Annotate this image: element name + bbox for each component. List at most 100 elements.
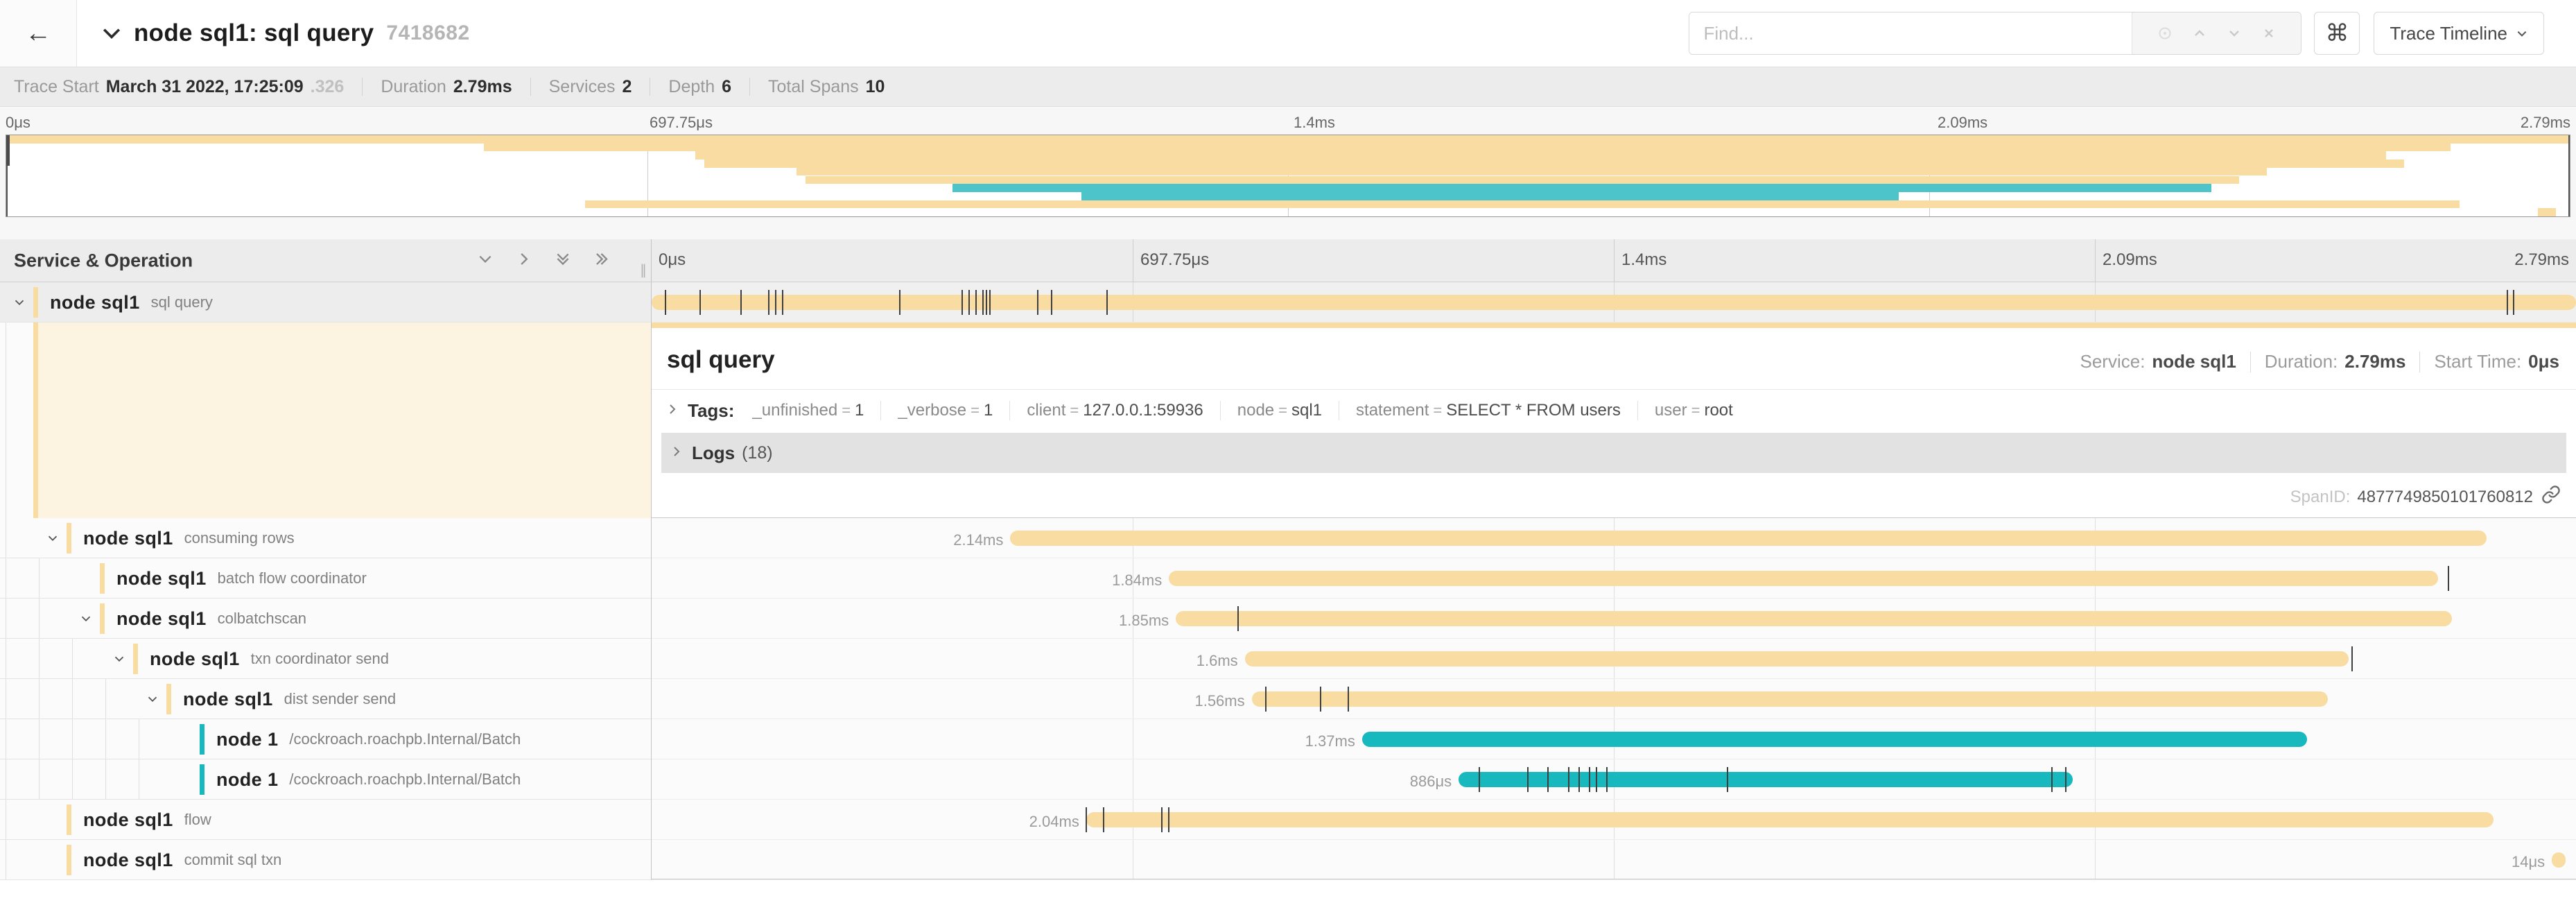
span-tree-row[interactable]: node sql1 colbatchscan [0, 599, 651, 639]
span-tree-row[interactable]: node sql1 flow [0, 800, 651, 840]
back-button[interactable]: ← [0, 0, 77, 67]
span-bar[interactable] [1176, 611, 2452, 626]
span-log-tick[interactable] [1264, 687, 1267, 712]
span-expander-icon[interactable] [45, 531, 60, 546]
span-log-tick[interactable] [775, 290, 777, 315]
span-timeline-row[interactable]: 1.84ms [652, 558, 2576, 599]
clear-search-icon[interactable] [2261, 25, 2277, 42]
collapse-trace-icon[interactable] [102, 27, 121, 40]
span-log-tick[interactable] [1568, 767, 1570, 792]
tags-row[interactable]: Tags: _unfinished = 1 _verbose = 1 client = 127.… [652, 390, 2576, 431]
span-log-tick[interactable] [1051, 290, 1053, 315]
span-log-tick[interactable] [1606, 767, 1608, 792]
minimap-scrubber-left[interactable] [6, 135, 8, 216]
span-log-tick[interactable] [1727, 767, 1729, 792]
span-timeline-row[interactable]: 1.85ms [652, 599, 2576, 639]
span-log-tick[interactable] [1596, 767, 1598, 792]
next-result-icon[interactable] [2226, 25, 2243, 42]
span-log-tick[interactable] [1578, 767, 1581, 792]
span-log-tick[interactable] [1085, 807, 1087, 832]
span-expander-icon[interactable] [12, 295, 27, 310]
span-log-tick[interactable] [989, 290, 991, 315]
span-timeline-row[interactable]: 14μs [652, 840, 2576, 880]
span-bar[interactable] [652, 295, 2576, 310]
span-bar[interactable] [1010, 531, 2487, 546]
span-expander-icon[interactable] [78, 611, 94, 626]
span-expander-icon[interactable] [112, 651, 127, 666]
trace-minimap: 0μs 697.75μs 1.4ms 2.09ms 2.79ms [0, 107, 2576, 239]
find-input[interactable] [1689, 12, 2132, 54]
span-log-tick[interactable] [664, 290, 666, 315]
span-tree-row[interactable]: node sql1 commit sql txn [0, 840, 651, 880]
span-log-tick[interactable] [699, 290, 701, 315]
span-log-tick[interactable] [2051, 767, 2053, 792]
span-log-tick[interactable] [982, 290, 984, 315]
span-log-tick[interactable] [1161, 807, 1163, 832]
span-log-tick[interactable] [1478, 767, 1480, 792]
span-log-tick[interactable] [985, 290, 987, 315]
span-bar[interactable] [1459, 772, 2073, 787]
span-duration-label: 2.04ms [1029, 813, 1079, 830]
span-log-tick[interactable] [1037, 290, 1039, 315]
span-log-tick[interactable] [2351, 646, 2353, 671]
expanded-span-bar[interactable] [652, 322, 2576, 328]
span-log-tick[interactable] [1526, 767, 1529, 792]
span-log-tick[interactable] [740, 290, 742, 315]
span-log-tick[interactable] [2513, 290, 2515, 315]
expand-all-icon[interactable] [593, 250, 611, 271]
span-bar[interactable] [1244, 651, 2349, 666]
span-bar[interactable] [1086, 812, 2494, 827]
collapse-one-icon[interactable] [476, 250, 494, 271]
span-log-tick[interactable] [1347, 687, 1349, 712]
span-log-tick[interactable] [2064, 767, 2066, 792]
span-log-tick[interactable] [1102, 807, 1104, 832]
span-log-tick[interactable] [975, 290, 977, 315]
span-log-tick[interactable] [899, 290, 901, 315]
span-bar[interactable] [1361, 732, 2307, 747]
span-log-tick[interactable] [1168, 807, 1170, 832]
minimap-canvas[interactable] [6, 135, 2570, 217]
span-bar[interactable] [2552, 852, 2566, 868]
span-tree-row[interactable]: node sql1 dist sender send [0, 679, 651, 719]
trace-view-dropdown[interactable]: Trace Timeline [2374, 12, 2544, 55]
span-tree-row[interactable]: node sql1 sql query [0, 282, 651, 322]
link-icon[interactable] [2533, 485, 2561, 509]
span-log-tick[interactable] [1106, 290, 1108, 315]
span-timeline-row[interactable]: 2.04ms [652, 800, 2576, 840]
focus-match-icon[interactable] [2157, 25, 2173, 42]
span-log-tick[interactable] [2447, 566, 2449, 591]
prev-result-icon[interactable] [2191, 25, 2208, 42]
span-timeline-row[interactable]: 1.56ms [652, 679, 2576, 719]
span-log-tick[interactable] [782, 290, 784, 315]
span-expander-icon[interactable] [145, 691, 160, 707]
span-log-tick[interactable] [1237, 606, 1239, 631]
span-bar[interactable] [1251, 691, 2328, 707]
span-tree-row[interactable]: node sql1 batch flow coordinator [0, 558, 651, 599]
span-log-tick[interactable] [968, 290, 970, 315]
expand-one-icon[interactable] [515, 250, 533, 271]
minimap-scrubber-grip[interactable] [6, 135, 10, 166]
span-timeline-row[interactable]: 886μs [652, 759, 2576, 800]
collapse-all-icon[interactable] [554, 250, 572, 271]
span-timeline-row[interactable]: 2.14ms [652, 518, 2576, 558]
span-log-tick[interactable] [2506, 290, 2508, 315]
span-log-tick[interactable] [1320, 687, 1322, 712]
span-log-tick[interactable] [768, 290, 770, 315]
tag-item: _verbose = 1 [880, 401, 1009, 420]
minimap-scrubber-right[interactable] [2568, 135, 2570, 216]
span-log-tick[interactable] [1547, 767, 1549, 792]
span-timeline-row[interactable] [652, 282, 2576, 322]
span-name-group: node sql1 txn coordinator send [150, 639, 389, 679]
span-bar[interactable] [1169, 571, 2438, 586]
span-timeline-row[interactable]: 1.6ms [652, 639, 2576, 679]
column-resize-handle[interactable]: ∥ [640, 263, 647, 278]
span-tree-row[interactable]: node sql1 txn coordinator send [0, 639, 651, 679]
span-timeline-row[interactable]: 1.37ms [652, 719, 2576, 759]
span-tree-row[interactable]: node 1/cockroach.roachpb.Internal/Batch [0, 719, 651, 759]
logs-row[interactable]: Logs (18) [661, 433, 2566, 473]
span-tree-row[interactable]: node sql1 consuming rows [0, 518, 651, 558]
span-log-tick[interactable] [961, 290, 963, 315]
keyboard-shortcuts-button[interactable]: ⌘ [2314, 12, 2360, 55]
span-tree-row[interactable]: node 1/cockroach.roachpb.Internal/Batch [0, 759, 651, 800]
span-log-tick[interactable] [1589, 767, 1591, 792]
